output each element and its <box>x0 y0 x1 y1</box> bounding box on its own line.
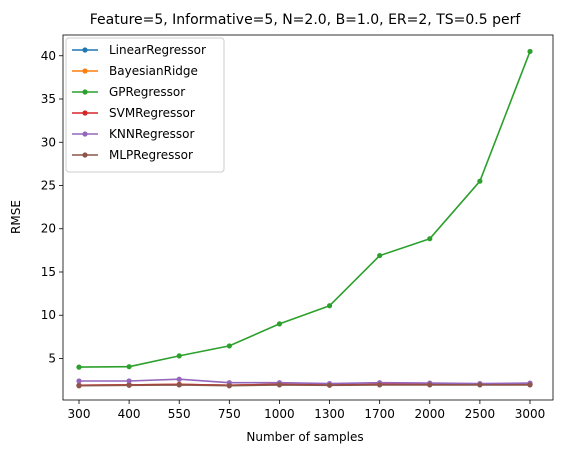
y-tick-label: 40 <box>41 49 56 63</box>
series-line <box>78 384 530 387</box>
legend-swatch-marker <box>82 89 88 95</box>
series-line <box>79 378 531 385</box>
legend-entry-label: LinearRegressor <box>109 43 206 57</box>
x-axis-label: Number of samples <box>246 430 363 444</box>
data-point <box>276 321 283 327</box>
x-tick-label: 300 <box>68 407 91 421</box>
data-point <box>527 48 533 55</box>
data-point <box>377 382 383 388</box>
series-MLPRegressor <box>76 382 533 389</box>
ticks-layer: 300 400 550 750 1000 1300 1700 2000 2500 3000 5 10 1… <box>41 49 546 421</box>
x-tick-label: 400 <box>118 407 141 421</box>
data-point <box>326 303 333 309</box>
legend-entry-label: SVMRegressor <box>109 106 195 120</box>
x-tick-label: 1000 <box>264 407 295 421</box>
data-point <box>477 382 483 388</box>
x-tick-label: 1700 <box>364 407 395 421</box>
x-tick-label: 3000 <box>515 407 546 421</box>
legend-entry-label: GPRegressor <box>109 85 185 99</box>
series-layer <box>76 48 533 389</box>
data-point <box>377 252 383 259</box>
data-point <box>326 382 333 388</box>
legend-entry-label: KNNRegressor <box>109 127 195 141</box>
data-point <box>226 343 232 349</box>
series-line <box>78 51 531 368</box>
data-point <box>226 383 232 389</box>
legend-swatch-marker <box>82 152 88 158</box>
data-point <box>427 236 433 242</box>
y-tick-label: 30 <box>41 135 56 149</box>
x-tick-label: 2500 <box>465 407 496 421</box>
chart-title: Feature=5, Informative=5, N=2.0, B=1.0, … <box>90 12 522 28</box>
data-point <box>126 364 132 370</box>
x-tick-label: 750 <box>218 407 241 421</box>
y-tick-label: 15 <box>41 265 56 279</box>
series-GPRegressor <box>76 48 533 370</box>
legend-entry-label: MLPRegressor <box>109 148 193 162</box>
y-tick-label: 20 <box>41 222 56 236</box>
data-point <box>276 382 283 388</box>
legend-swatch-marker <box>82 110 88 116</box>
data-point <box>76 364 82 370</box>
data-point <box>527 382 533 388</box>
y-tick-label: 25 <box>41 178 56 192</box>
data-point <box>76 383 82 389</box>
legend: LinearRegressor BayesianRidge GPRegressor S… <box>65 37 225 173</box>
data-point <box>176 376 182 382</box>
data-point <box>477 178 483 184</box>
data-point <box>176 382 182 388</box>
data-point <box>126 378 132 384</box>
plot-frame <box>62 34 554 401</box>
legend-entry-label: BayesianRidge <box>109 64 198 78</box>
y-tick-label: 10 <box>41 308 56 322</box>
legend-box <box>65 37 225 173</box>
x-tick-label: 2000 <box>415 407 446 421</box>
legend-swatch-marker <box>82 68 88 74</box>
data-point <box>126 382 132 388</box>
legend-swatch-marker <box>82 47 88 53</box>
legend-swatch-marker <box>82 131 88 137</box>
x-tick-label: 1300 <box>314 407 345 421</box>
y-tick-label: 5 <box>48 351 56 365</box>
data-point <box>176 353 182 359</box>
data-point <box>76 378 82 384</box>
x-tick-label: 550 <box>168 407 191 421</box>
y-tick-label: 35 <box>41 92 56 106</box>
data-point <box>427 382 433 388</box>
y-axis-label: RMSE <box>9 200 23 234</box>
